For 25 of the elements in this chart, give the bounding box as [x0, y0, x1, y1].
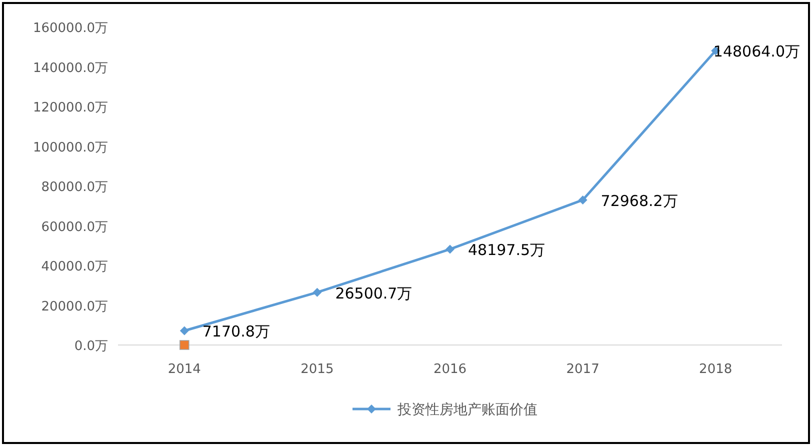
point: [180, 340, 190, 350]
data-label: 7170.8万: [202, 322, 270, 341]
point: [446, 244, 454, 254]
x-tick-label: 2015: [300, 362, 334, 377]
y-tick-label: 80000.0万: [41, 180, 108, 195]
y-tick-label: 20000.0万: [41, 299, 108, 314]
x-tick-label: 2014: [168, 362, 201, 377]
x-tick-label: 2016: [433, 362, 467, 377]
y-tick-label: 100000.0万: [32, 140, 108, 156]
point: [312, 288, 322, 297]
x-tick-label: 2017: [566, 362, 600, 377]
data-label: 148064.0万: [713, 42, 800, 61]
point: [578, 195, 588, 204]
y-tick-label: 140000.0万: [32, 60, 108, 76]
data-label: 26500.7万: [335, 284, 412, 302]
data-label: 72968.2万: [600, 192, 678, 210]
y-tick-label: 160000.0万: [32, 21, 108, 36]
y-tick-label: 60000.0万: [41, 220, 108, 235]
x-tick-label: 2018: [699, 362, 732, 377]
data-label: 48197.5万: [468, 241, 546, 260]
y-tick-label: 0.0万: [74, 339, 108, 354]
y-tick-label: 40000.0万: [41, 260, 108, 274]
legend-label: 投资性房地产账面价值: [396, 402, 538, 418]
y-tick-label: 120000.0万: [32, 100, 108, 116]
point: [180, 326, 189, 336]
